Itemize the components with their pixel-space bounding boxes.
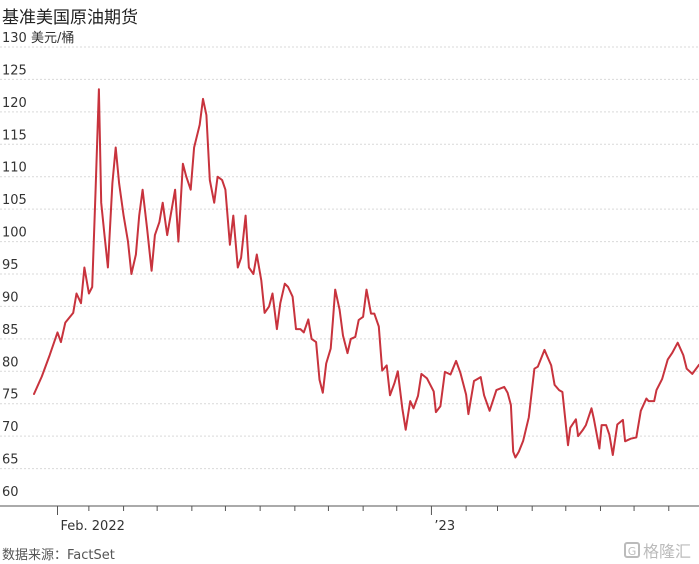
chart-title: 基准美国原油期货 (2, 8, 138, 28)
y-tick-label: 90 (2, 290, 19, 305)
x-tick-label: Feb. 2022 (61, 519, 125, 534)
watermark-logo: G 格隆汇 (624, 538, 691, 562)
watermark-text: 格隆汇 (643, 542, 692, 561)
y-tick-label: 95 (2, 258, 19, 273)
y-tick-label: 125 (2, 63, 27, 78)
y-tick-label: 100 (2, 226, 27, 241)
y-tick-label: 80 (2, 355, 19, 370)
y-tick-label: 75 (2, 388, 19, 403)
y-tick-label: 85 (2, 323, 19, 338)
watermark-icon: G (624, 542, 640, 558)
y-tick-label: 115 (2, 128, 27, 143)
x-tick-label: ’23 (434, 519, 455, 534)
price-line (33, 88, 699, 459)
y-tick-label: 105 (2, 193, 27, 208)
y-tick-label: 120 (2, 96, 27, 111)
y-tick-label: 70 (2, 420, 19, 435)
y-tick-label: 130 美元/桶 (2, 31, 74, 46)
y-tick-label: 65 (2, 453, 19, 468)
source-note: 数据来源：FactSet (2, 548, 115, 563)
y-tick-label: 60 (2, 485, 19, 500)
y-tick-label: 110 (2, 161, 27, 176)
